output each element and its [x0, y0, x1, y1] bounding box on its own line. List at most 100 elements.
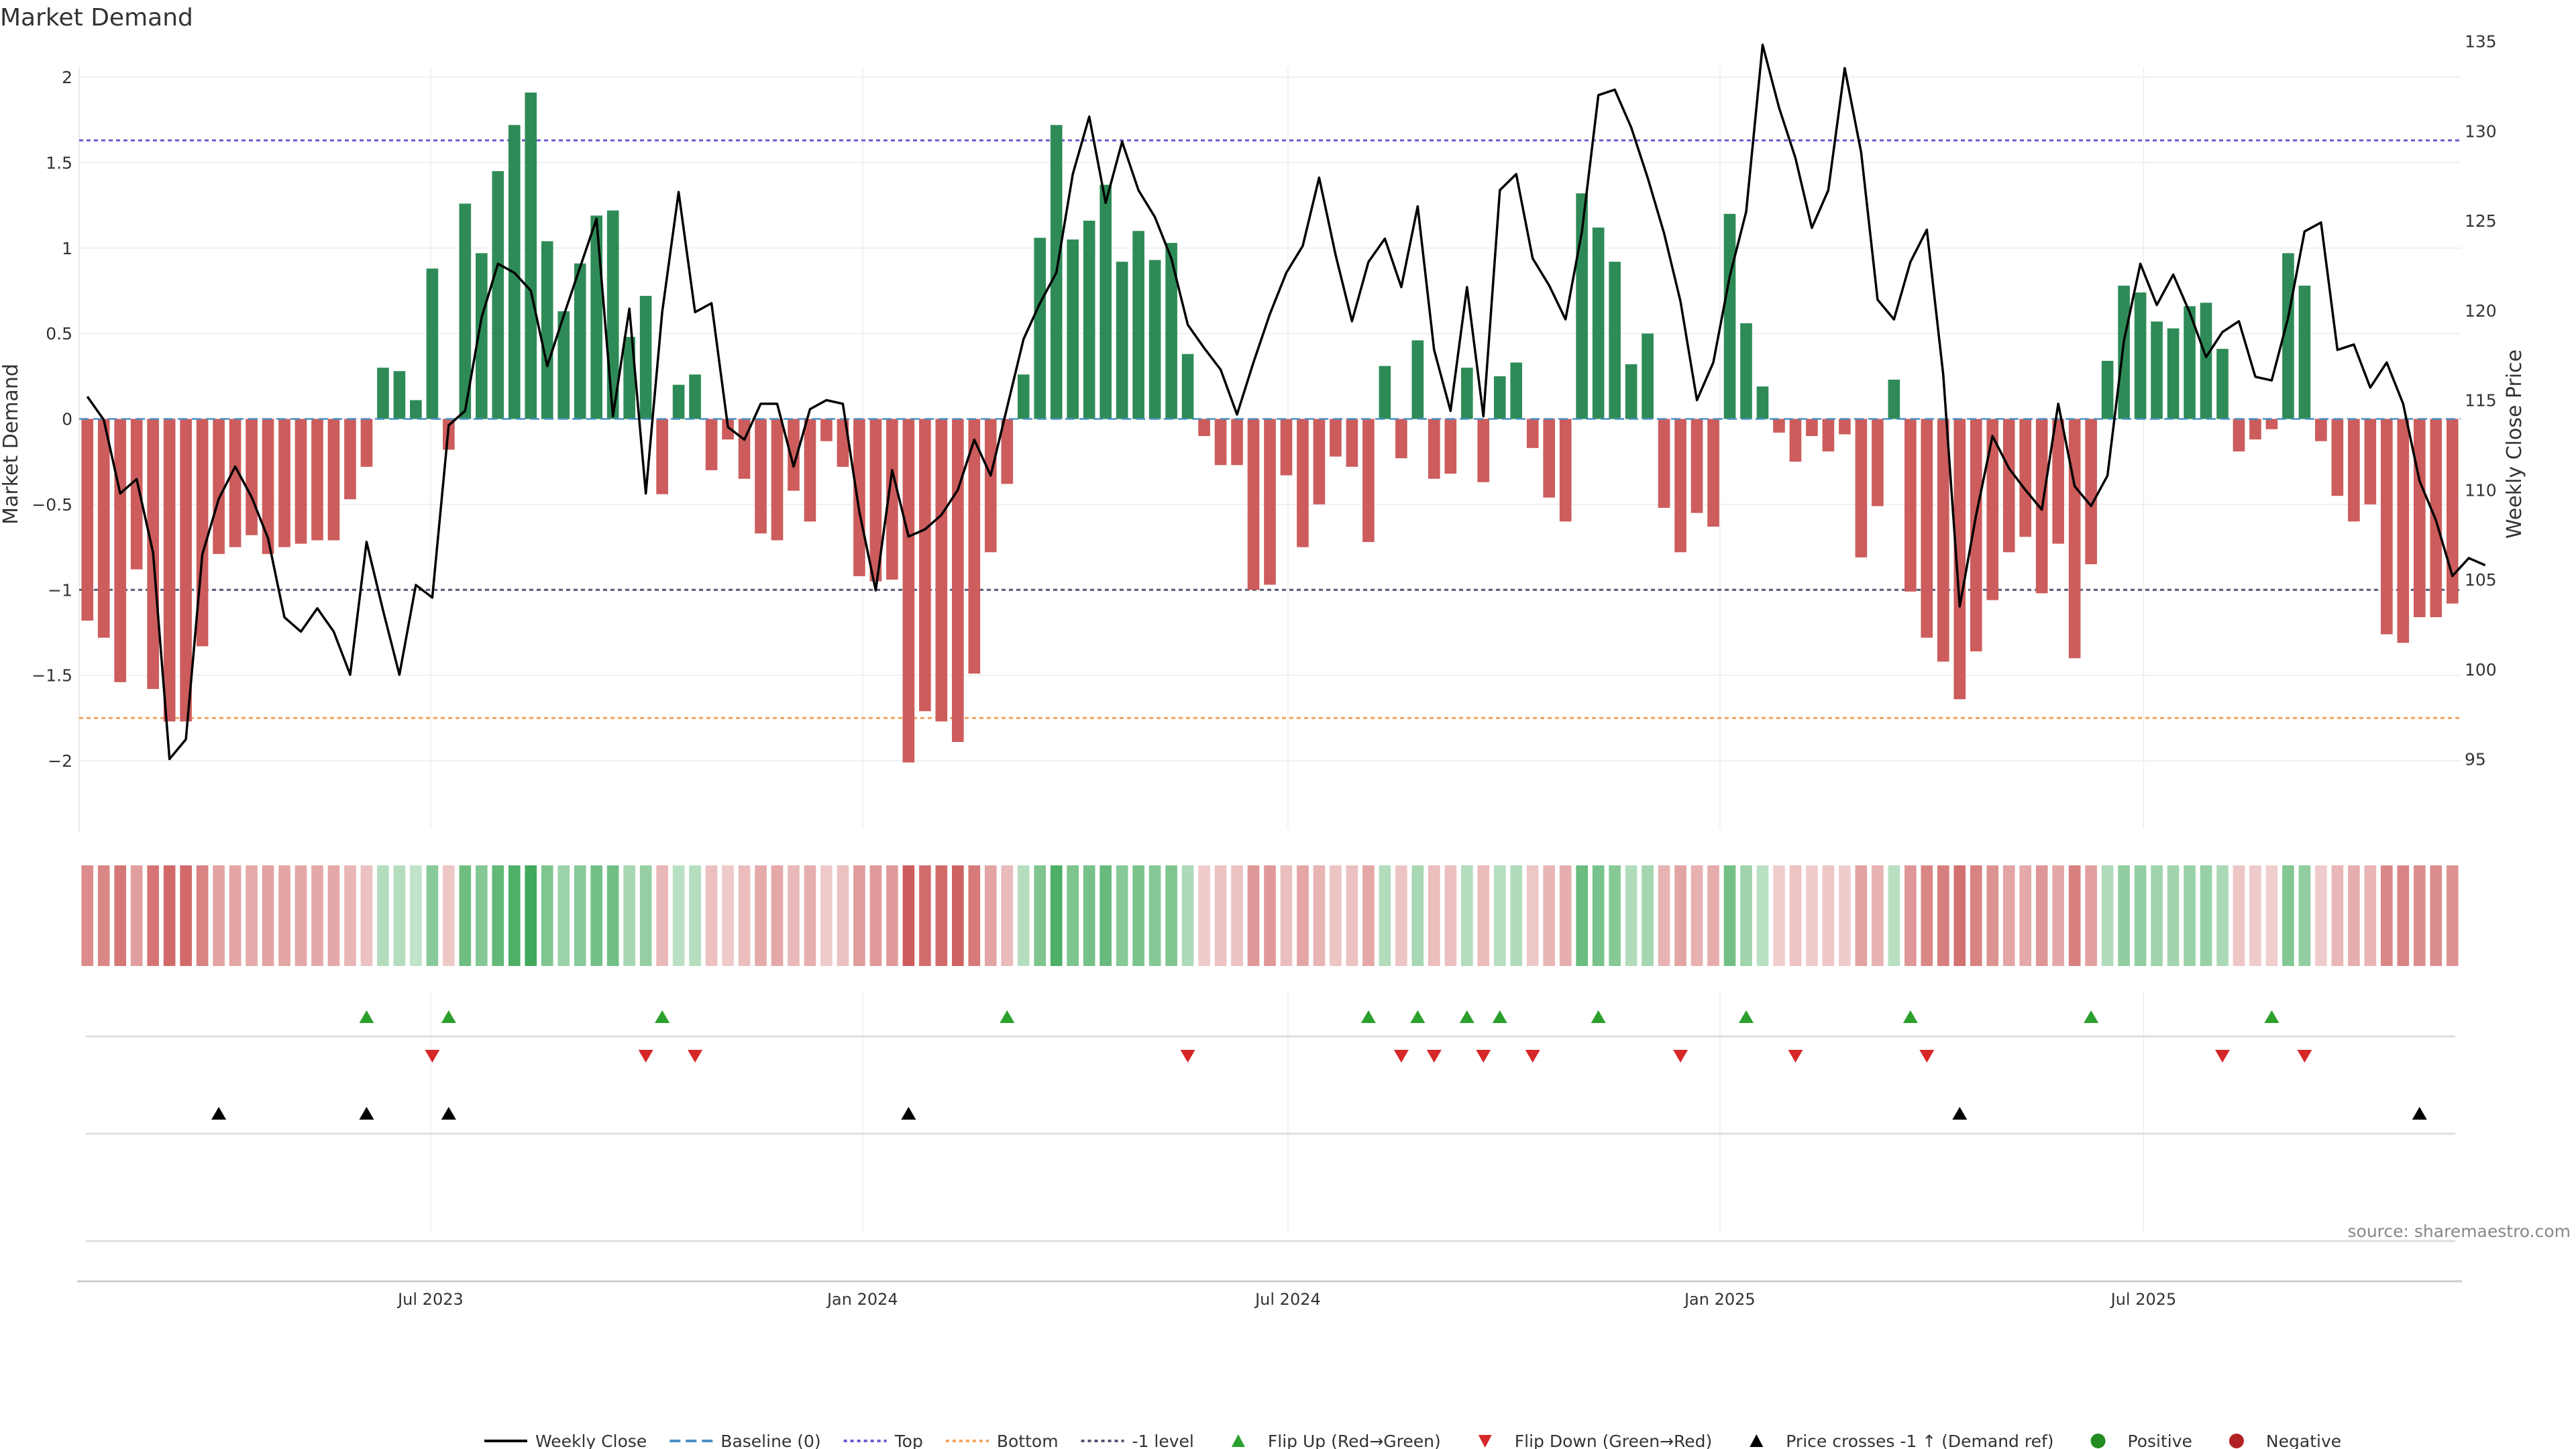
y-tick-label: 1.5 — [46, 153, 72, 172]
strip-cell — [213, 865, 225, 966]
strip-cell — [2151, 865, 2163, 966]
demand-bar-negative — [788, 419, 800, 491]
strip-cell — [278, 865, 290, 966]
price-line-group — [86, 44, 2486, 761]
demand-bar-negative — [2085, 419, 2097, 565]
strip-cell — [426, 865, 439, 966]
price-cross-marker — [359, 1107, 374, 1120]
reference-lines — [79, 139, 2461, 719]
price-cross-marker — [901, 1107, 916, 1120]
demand-bar-negative — [1297, 419, 1309, 547]
demand-bar-negative — [1921, 419, 1933, 638]
strip-cell — [705, 865, 718, 966]
demand-bar-negative — [327, 419, 340, 541]
demand-bar-positive — [1723, 213, 1736, 419]
strip-cell — [984, 865, 997, 966]
demand-bar-negative — [1001, 419, 1014, 484]
demand-bar-negative — [81, 419, 94, 621]
strip-cell — [2315, 865, 2327, 966]
flip-up-marker — [1492, 1010, 1507, 1023]
strip-cell — [639, 865, 652, 966]
demand-bar-negative — [2364, 419, 2377, 504]
strip-cell — [2216, 865, 2229, 966]
y-tick-label: 0 — [62, 410, 72, 429]
x-tick-label: Jan 2025 — [1683, 1290, 1756, 1309]
strip-cell — [1888, 865, 1900, 966]
flip-up-marker — [2084, 1010, 2099, 1023]
demand-bar-negative — [1264, 419, 1276, 585]
flip-down-marker — [2297, 1050, 2312, 1063]
demand-bar-positive — [1642, 333, 1654, 419]
demand-bar-negative — [1937, 419, 1949, 662]
demand-bar-positive — [574, 263, 586, 419]
strip-cell — [656, 865, 668, 966]
strip-cell — [672, 865, 685, 966]
strip-cell — [1953, 865, 1966, 966]
y2-axis-label: Weekly Close Price — [2503, 350, 2526, 539]
demand-bar-negative — [804, 419, 816, 522]
strip-cell — [541, 865, 553, 966]
strip-cell — [2249, 865, 2261, 966]
demand-bar-negative — [1280, 419, 1293, 476]
strip-cell — [2052, 865, 2064, 966]
legend-entry: Flip Up (Red→Green) — [1231, 1432, 1441, 1449]
strip-cell — [853, 865, 865, 966]
legend-entry: Negative — [2229, 1432, 2341, 1449]
strip-cell — [410, 865, 422, 966]
y2-tick-label: 95 — [2465, 750, 2486, 769]
demand-bar-negative — [278, 419, 290, 547]
strip-cell — [1674, 865, 1686, 966]
strip-cell — [377, 865, 389, 966]
strip-cell — [574, 865, 586, 966]
legend-label: Positive — [2128, 1432, 2192, 1449]
demand-bar-positive — [1592, 227, 1605, 419]
demand-bar-negative — [2397, 419, 2410, 643]
demand-bar-positive — [1756, 386, 1769, 419]
strip-cell — [1723, 865, 1736, 966]
demand-bar-negative — [1822, 419, 1835, 451]
strip-cell — [1083, 865, 1095, 966]
demand-bar-positive — [2118, 285, 2130, 419]
demand-bar-positive — [557, 311, 570, 419]
strip-cell — [689, 865, 701, 966]
strip-cell — [919, 865, 931, 966]
demand-bar-positive — [2167, 328, 2180, 419]
legend-label: Bottom — [997, 1432, 1059, 1449]
demand-bar-positive — [541, 241, 553, 419]
strip-cell — [606, 865, 619, 966]
demand-bar-negative — [1690, 419, 1703, 513]
strip-cell — [820, 865, 833, 966]
legend-swatch-triangle-up — [1750, 1434, 1764, 1447]
strip-cell — [1313, 865, 1326, 966]
strip-cell — [1017, 865, 1030, 966]
legend-label: Flip Down (Green→Red) — [1515, 1432, 1713, 1449]
strip-cell — [1280, 865, 1293, 966]
demand-bar-positive — [1493, 376, 1506, 419]
flip-down-marker — [1919, 1050, 1935, 1063]
strip-cell — [722, 865, 734, 966]
strip-cell — [2101, 865, 2114, 966]
legend-entry: Top — [843, 1432, 923, 1449]
demand-bar-positive — [1099, 184, 1112, 419]
demand-bar-positive — [492, 171, 504, 419]
strip-cell — [2118, 865, 2130, 966]
demand-bar-negative — [2331, 419, 2344, 496]
demand-bar-positive — [525, 92, 537, 419]
strip-cell — [902, 865, 915, 966]
legend-label: Flip Up (Red→Green) — [1268, 1432, 1441, 1449]
strip-cell — [623, 865, 635, 966]
y-tick-label: −1 — [48, 580, 72, 600]
price-cross-marker — [441, 1107, 456, 1120]
y-tick-label: −2 — [48, 751, 72, 771]
demand-bar-negative — [1789, 419, 1802, 462]
strip-cell — [2233, 865, 2245, 966]
flip-down-marker — [1180, 1050, 1195, 1063]
legend-entry: Bottom — [945, 1432, 1059, 1449]
x-tick-label: Jan 2024 — [826, 1290, 898, 1309]
demand-strip — [81, 865, 2459, 966]
demand-bar-negative — [722, 419, 734, 440]
legend-swatch-triangle-up — [1231, 1434, 1245, 1447]
demand-bar-negative — [2446, 419, 2459, 604]
y-tick-label: 0.5 — [46, 324, 72, 343]
strip-cell — [1690, 865, 1703, 966]
